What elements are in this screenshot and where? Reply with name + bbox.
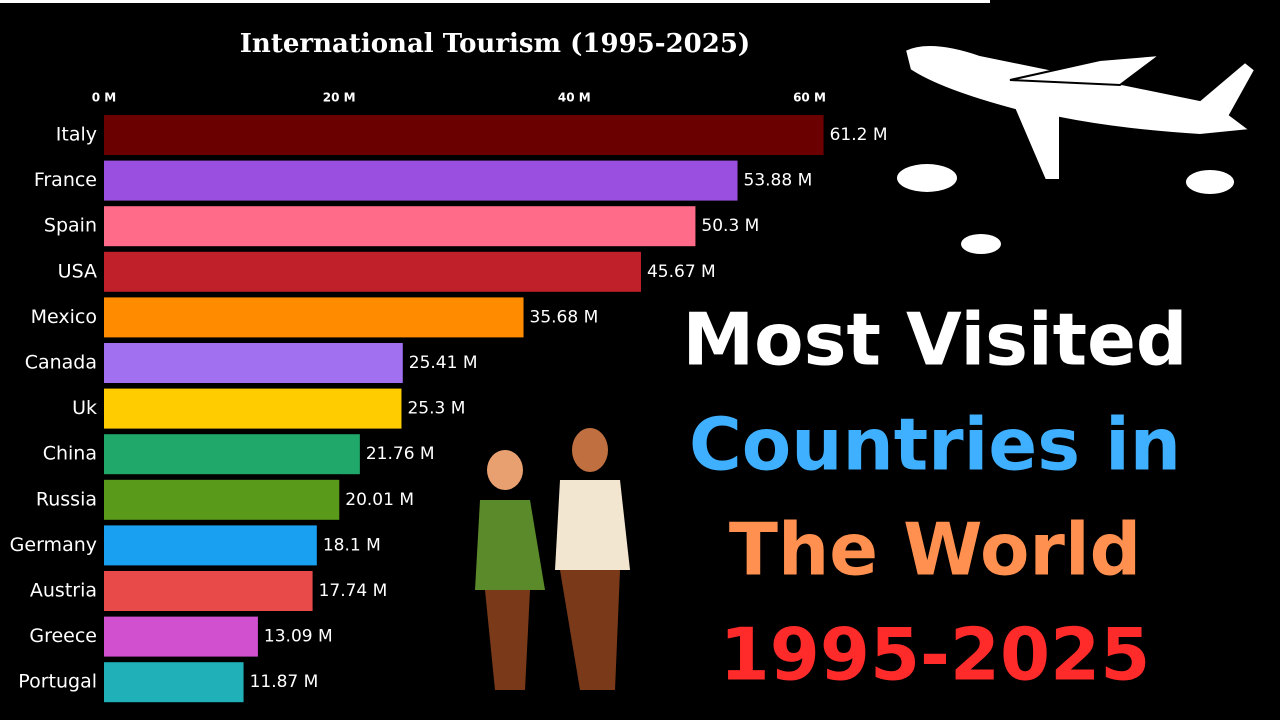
headline: 1995-2025: [720, 613, 1151, 697]
x-tick-label: 60 M: [793, 91, 826, 105]
value-label: 11.87 M: [250, 672, 319, 692]
x-tick-label: 40 M: [558, 91, 591, 105]
category-label: USA: [58, 260, 97, 282]
bar: [104, 115, 824, 155]
bar: [104, 251, 641, 292]
bar: [104, 434, 360, 475]
bar: [104, 206, 696, 247]
value-label: 53.88 M: [744, 171, 813, 191]
category-label: China: [43, 443, 97, 465]
x-tick-label: 0 M: [92, 91, 116, 105]
category-label: Austria: [30, 580, 97, 602]
bar: [104, 616, 258, 657]
value-label: 35.68 M: [530, 307, 599, 327]
bar: [104, 297, 524, 338]
category-label: Russia: [36, 488, 97, 510]
value-label: 61.2 M: [830, 125, 888, 145]
value-label: 25.3 M: [407, 399, 465, 419]
headline: Countries in: [689, 403, 1181, 487]
headline: The World: [729, 508, 1141, 592]
value-label: 25.41 M: [409, 353, 478, 373]
category-label: Mexico: [31, 306, 97, 328]
category-label: Spain: [44, 215, 97, 237]
category-label: Greece: [29, 625, 97, 647]
category-label: Canada: [25, 352, 97, 374]
value-label: 21.76 M: [366, 444, 435, 464]
value-label: 50.3 M: [701, 216, 759, 236]
bar: [104, 160, 738, 201]
category-label: Uk: [72, 397, 97, 419]
airplane: [903, 44, 1257, 181]
category-label: Italy: [56, 124, 97, 146]
bar: [104, 343, 403, 383]
travelers: [475, 428, 630, 690]
value-label: 18.1 M: [323, 535, 381, 555]
bar: [104, 479, 340, 520]
bar: [104, 571, 313, 611]
value-label: 45.67 M: [647, 262, 716, 282]
chart-title: International Tourism (1995-2025): [240, 29, 750, 59]
bar: [104, 662, 244, 703]
x-tick-label: 20 M: [323, 91, 356, 105]
category-label: France: [34, 169, 97, 191]
bar: [104, 388, 402, 429]
value-label: 20.01 M: [345, 490, 414, 510]
value-label: 17.74 M: [319, 581, 388, 601]
headline: Most Visited: [683, 298, 1188, 382]
clouds: [897, 164, 1234, 254]
value-label: 13.09 M: [264, 627, 333, 647]
top-strip: [0, 0, 990, 3]
category-label: Portugal: [18, 671, 97, 693]
category-label: Germany: [10, 534, 97, 556]
bar: [104, 525, 317, 566]
